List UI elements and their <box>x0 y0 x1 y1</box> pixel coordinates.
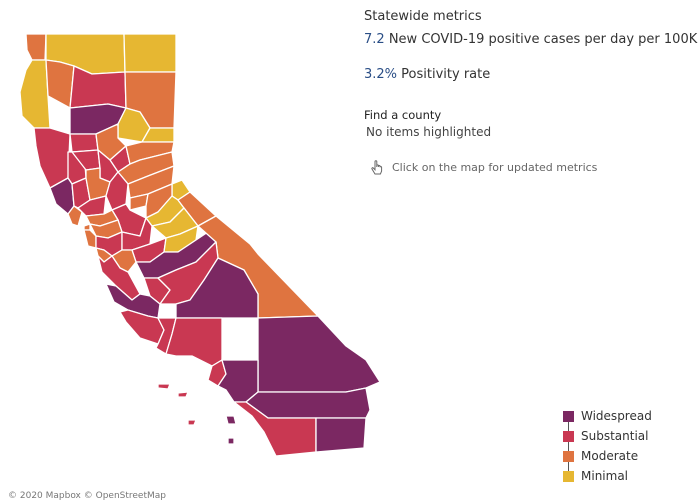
county-del-norte[interactable] <box>25 33 47 61</box>
county-glenn[interactable] <box>69 133 99 153</box>
positivity-label: Positivity rate <box>401 67 491 82</box>
legend-label-widespread: Widespread <box>581 409 652 423</box>
county-imperial[interactable] <box>315 417 367 453</box>
legend-swatch-moderate <box>563 450 574 462</box>
map-hint: Click on the map for updated metrics <box>370 159 597 176</box>
county-marin[interactable] <box>67 205 83 227</box>
cases-metric: 7.2 New COVID-19 positive cases per day … <box>364 32 697 47</box>
legend-connector <box>568 417 569 471</box>
pointer-hand-icon <box>371 160 383 175</box>
county-riverside[interactable] <box>245 387 371 419</box>
legend-item-substantial[interactable]: Substantial <box>563 426 652 446</box>
legend-item-widespread[interactable]: Widespread <box>563 406 652 426</box>
county-humboldt[interactable] <box>19 59 51 129</box>
county-san-bernardino[interactable] <box>257 315 381 393</box>
statewide-metrics-title: Statewide metrics <box>364 9 482 24</box>
find-county-status[interactable]: No items highlighted <box>366 125 492 139</box>
county-mendocino[interactable] <box>33 127 71 189</box>
legend-label-moderate: Moderate <box>581 449 639 463</box>
find-county-label: Find a county <box>364 108 442 122</box>
cases-value: 7.2 <box>364 32 385 47</box>
county-island-1[interactable] <box>157 383 171 390</box>
county-trinity[interactable] <box>45 59 75 109</box>
county-island-3[interactable] <box>187 419 197 426</box>
legend-item-moderate[interactable]: Moderate <box>563 446 652 466</box>
legend-label-substantial: Substantial <box>581 429 649 443</box>
county-san-luis-obispo[interactable] <box>105 283 161 319</box>
county-island-2[interactable] <box>177 391 189 398</box>
county-monterey[interactable] <box>97 255 141 301</box>
legend-swatch-substantial <box>563 430 574 442</box>
positivity-value: 3.2% <box>364 67 398 82</box>
positivity-metric: 3.2% Positivity rate <box>364 67 490 82</box>
county-san-francisco[interactable] <box>83 223 91 231</box>
county-solano[interactable] <box>77 195 107 217</box>
risk-legend: Widespread Substantial Moderate Minimal <box>563 406 652 486</box>
legend-label-minimal: Minimal <box>581 469 629 483</box>
legend-item-minimal[interactable]: Minimal <box>563 466 652 486</box>
legend-swatch-widespread <box>563 410 574 422</box>
legend-swatch-minimal <box>563 470 574 482</box>
county-island-4[interactable] <box>225 415 237 425</box>
county-modoc[interactable] <box>123 33 177 73</box>
county-island-5[interactable] <box>227 437 235 445</box>
county-los-angeles[interactable] <box>165 317 223 367</box>
cases-label: New COVID-19 positive cases per day per … <box>388 32 698 47</box>
map-hint-text: Click on the map for updated metrics <box>392 161 598 174</box>
map-attribution[interactable]: © 2020 Mapbox © OpenStreetMap <box>8 491 166 501</box>
county-riverside-west[interactable] <box>217 359 259 403</box>
